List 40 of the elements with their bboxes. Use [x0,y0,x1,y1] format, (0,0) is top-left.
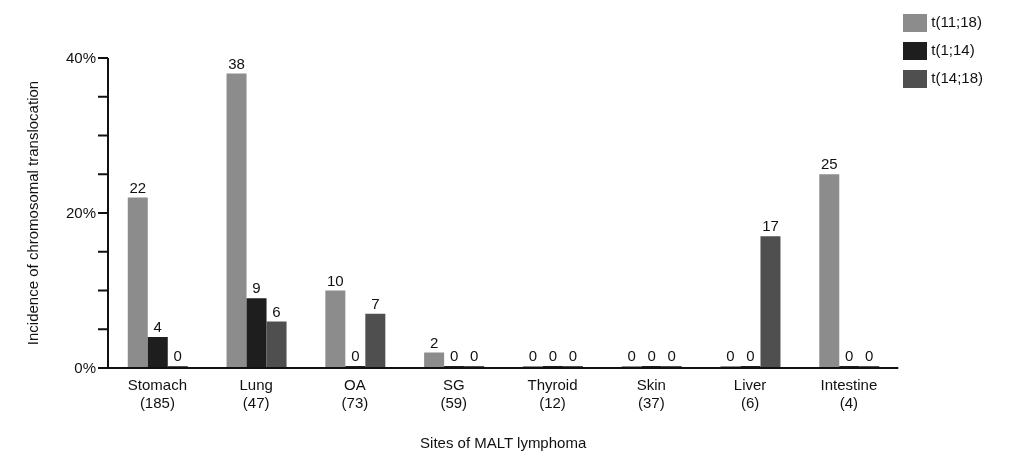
data-label: 4 [153,318,162,335]
data-label: 10 [326,271,344,289]
x-tick-label: OA (73) [341,376,369,411]
y-tick-label: 20% [65,204,96,222]
data-label: 9 [252,279,261,297]
x-tick-label: Thyroid (12) [527,376,578,411]
x-tick-label: Skin (37) [636,376,666,411]
y-tick-label: 40% [65,49,96,67]
x-tick-label: Liver (6) [733,376,767,411]
x-tick-label: Intestine (4) [820,376,878,411]
y-tick-label: 0% [74,359,96,377]
data-label: 0 [746,347,755,364]
data-label: 25 [820,155,838,173]
data-label: 0 [528,347,538,364]
data-label: 7 [371,294,380,312]
data-label: 6 [272,302,281,320]
data-label: 0 [627,347,636,364]
data-label: 0 [469,347,479,364]
x-axis-title: Sites of MALT lymphoma [420,434,587,451]
data-label: 38 [228,54,245,72]
x-tick-label: SG (59) [440,376,468,411]
legend-label: t(1;14) [931,41,975,58]
data-label: 2 [429,333,439,351]
data-label: 22 [129,178,147,196]
y-axis-title: Incidence of chromosomal translocation [24,80,42,346]
x-tick-label: Lung (47) [239,376,273,411]
legend-label: t(11;18) [931,13,982,30]
legend-label: t(14;18) [931,69,983,86]
data-label: 0 [449,347,459,364]
data-label: 0 [845,347,854,364]
x-tick-label: Stomach (185) [127,376,187,411]
data-label: 0 [548,347,558,364]
data-label: 0 [173,347,182,364]
data-label: 0 [568,347,578,364]
data-label: 17 [762,217,779,235]
data-label: 0 [351,347,360,364]
data-label: 0 [647,347,656,364]
data-label: 0 [726,347,735,364]
data-label: 0 [667,347,676,364]
data-label: 0 [865,347,874,364]
